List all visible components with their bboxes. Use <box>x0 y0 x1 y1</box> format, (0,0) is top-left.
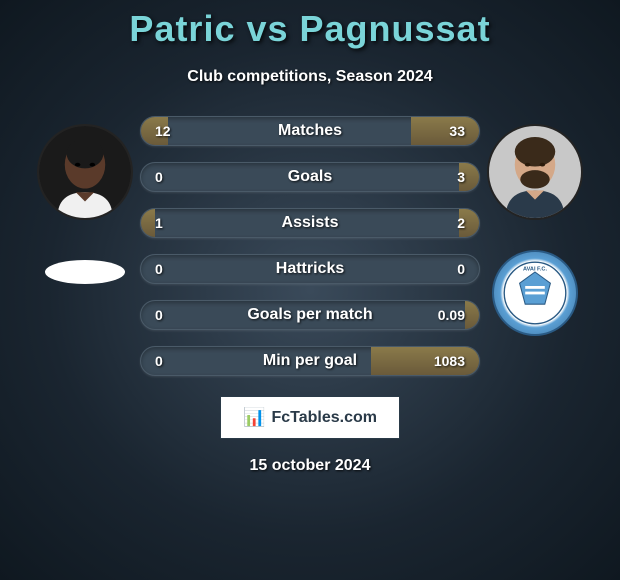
stat-label: Min per goal <box>263 352 357 370</box>
stat-left-value: 0 <box>155 169 163 185</box>
comparison-panel: 12 Matches 33 0 Goals 3 1 Assists 2 <box>10 116 610 376</box>
player-left-avatar <box>37 124 133 220</box>
chart-icon: 📊 <box>243 407 265 428</box>
stat-right-value: 0 <box>457 261 465 277</box>
stat-left-value: 0 <box>155 261 163 277</box>
stat-fill-left <box>141 209 155 237</box>
stat-right-value: 1083 <box>434 353 465 369</box>
stat-right-value: 3 <box>457 169 465 185</box>
stat-row-gpm: 0 Goals per match 0.09 <box>140 300 480 330</box>
stat-label: Assists <box>282 214 339 232</box>
stat-right-value: 2 <box>457 215 465 231</box>
stat-fill-right <box>411 117 479 145</box>
stat-left-value: 0 <box>155 307 163 323</box>
stat-fill-right <box>465 301 479 329</box>
stat-left-value: 1 <box>155 215 163 231</box>
site-badge: 📊 FcTables.com <box>220 396 400 439</box>
subtitle: Club competitions, Season 2024 <box>187 68 432 86</box>
page-title: Patric vs Pagnussat <box>129 8 490 50</box>
stat-label: Goals per match <box>247 306 372 324</box>
stat-left-value: 12 <box>155 123 171 139</box>
club-badge-icon: AVAI F.C. <box>500 258 570 328</box>
stat-row-matches: 12 Matches 33 <box>140 116 480 146</box>
player-left-column <box>30 116 140 376</box>
svg-text:AVAI F.C.: AVAI F.C. <box>523 267 547 273</box>
player-right-avatar <box>487 124 583 220</box>
stat-label: Goals <box>288 168 332 186</box>
stat-label: Hattricks <box>276 260 344 278</box>
stat-label: Matches <box>278 122 342 140</box>
stat-right-value: 0.09 <box>438 307 465 323</box>
player-right-column: AVAI F.C. <box>480 116 590 376</box>
club-right-logo: AVAI F.C. <box>492 250 578 336</box>
avatar-left-icon <box>39 126 131 218</box>
avatar-right-icon <box>489 126 581 218</box>
stat-row-mpg: 0 Min per goal 1083 <box>140 346 480 376</box>
date-text: 15 october 2024 <box>250 457 371 475</box>
stats-column: 12 Matches 33 0 Goals 3 1 Assists 2 <box>140 116 480 376</box>
stat-left-value: 0 <box>155 353 163 369</box>
stat-row-goals: 0 Goals 3 <box>140 162 480 192</box>
stat-row-hattricks: 0 Hattricks 0 <box>140 254 480 284</box>
stat-right-value: 33 <box>449 123 465 139</box>
club-left-logo <box>45 260 125 284</box>
site-name: FcTables.com <box>271 409 377 427</box>
stat-row-assists: 1 Assists 2 <box>140 208 480 238</box>
